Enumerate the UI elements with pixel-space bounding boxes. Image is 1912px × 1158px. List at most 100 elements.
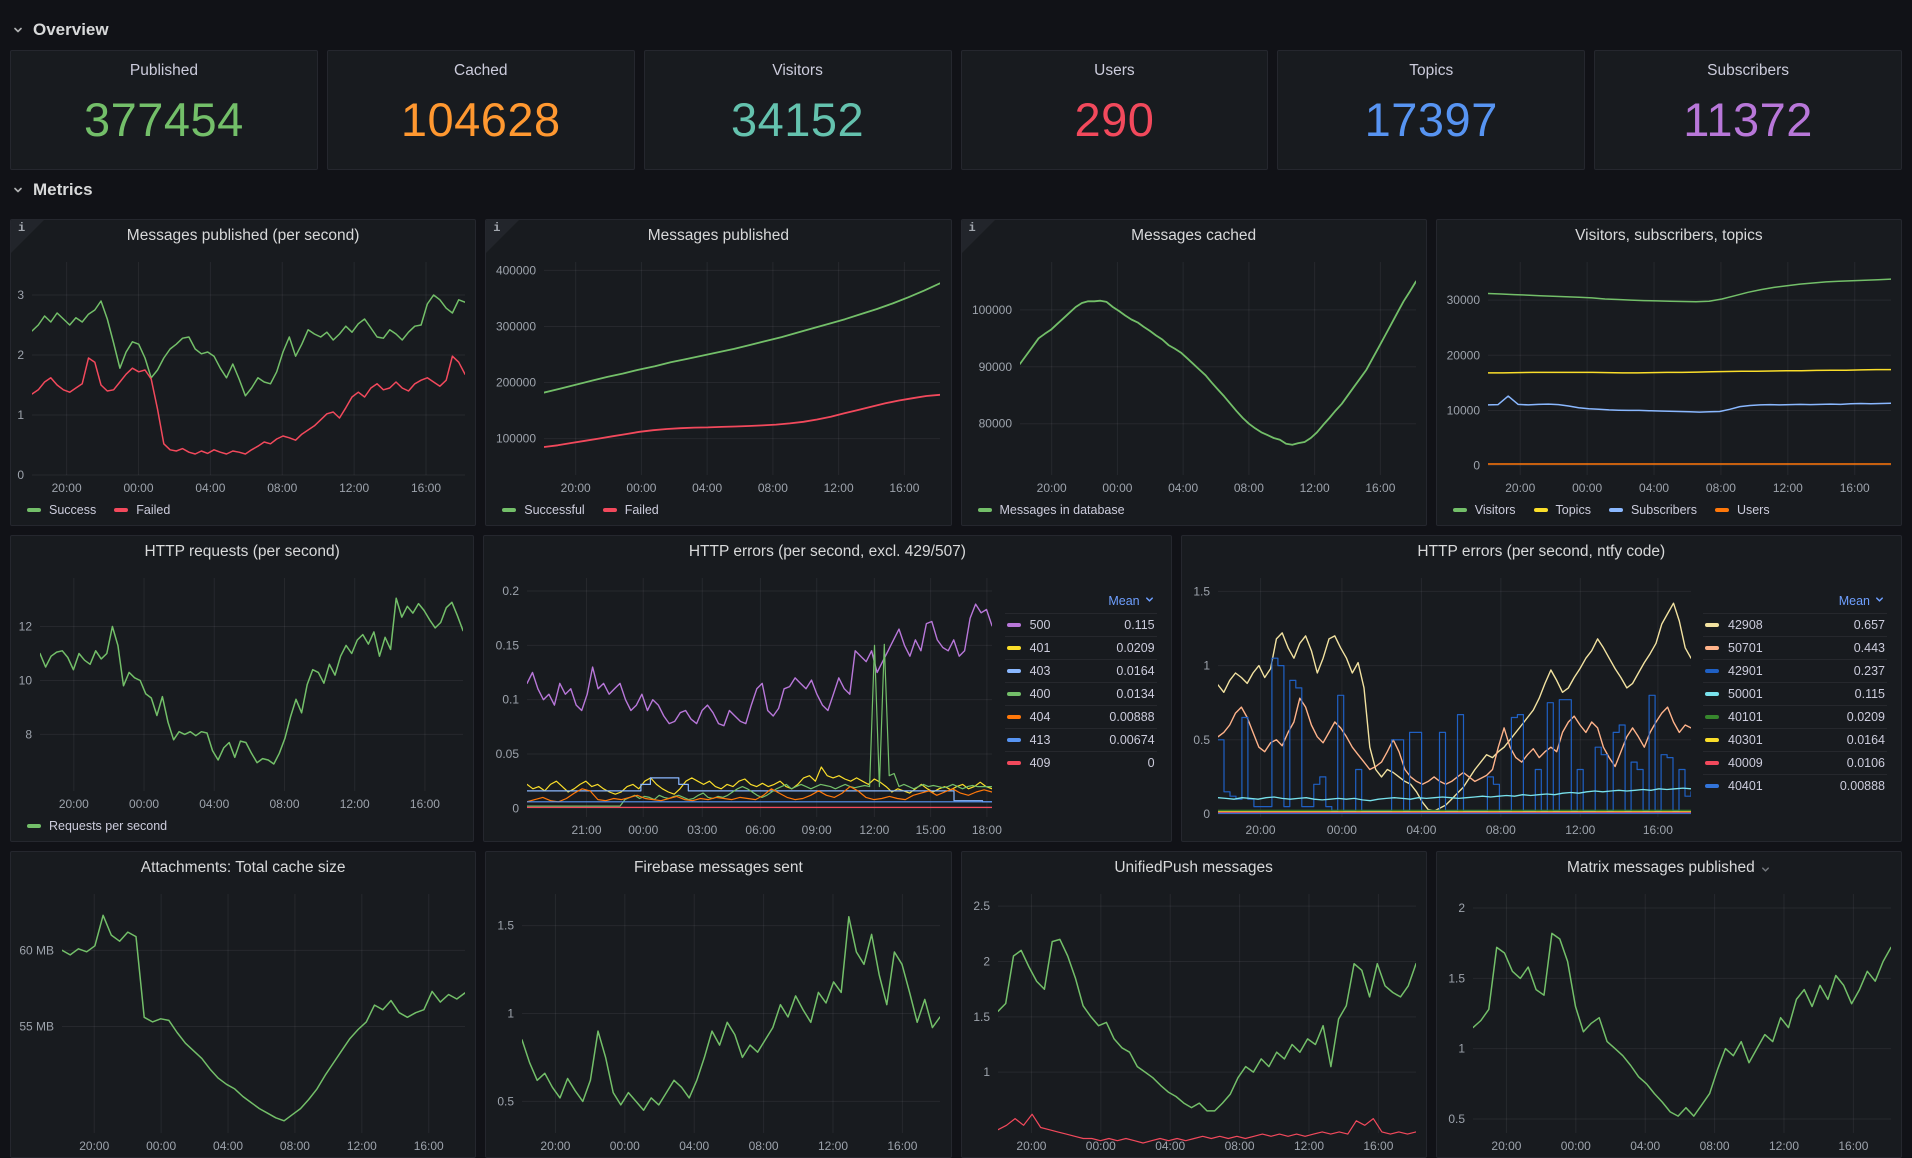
- series-label: 42908: [1728, 618, 1763, 632]
- legend-table-row-401[interactable]: 401 0.0209: [1004, 636, 1157, 659]
- legend-table-row-42908[interactable]: 42908 0.657: [1703, 613, 1887, 636]
- legend-item-success[interactable]: Success: [27, 503, 96, 517]
- legend-table-sort-mean[interactable]: Mean: [1703, 592, 1887, 613]
- legend-item-requests-per-second[interactable]: Requests per second: [27, 819, 167, 833]
- legend-table-row-403[interactable]: 403 0.0164: [1004, 659, 1157, 682]
- panel-info-icon[interactable]: i: [11, 220, 44, 253]
- panel-title-firebase-sent[interactable]: Firebase messages sent: [486, 852, 950, 884]
- chart-canvas-msgs-published-rate[interactable]: 0 1 2 3 20:00 00:00 04:00 08:00 12:00 16:00: [11, 252, 475, 499]
- series-swatch: [977, 507, 992, 512]
- panel-title-http-requests[interactable]: HTTP requests (per second): [11, 536, 473, 568]
- series-line-400: [527, 643, 993, 807]
- legend-table-row-50001[interactable]: 50001 0.115: [1703, 682, 1887, 705]
- svg-text:0.5: 0.5: [1193, 733, 1210, 747]
- chart-canvas-http-errors-excl[interactable]: 0 0.05 0.1 0.15 0.2 21:00 00:00 03:00 06:00 09:00…: [484, 568, 1002, 841]
- panel-title-msgs-published-rate[interactable]: Messages published (per second): [11, 220, 475, 252]
- series-label: 40009: [1728, 756, 1763, 770]
- svg-text:20:00: 20:00: [541, 1139, 571, 1153]
- chart-canvas-firebase-sent[interactable]: 0.5 1 1.5 20:00 00:00 04:00 08:00 12:00 16:00: [486, 884, 950, 1157]
- legend-item-visitors[interactable]: Visitors: [1452, 503, 1516, 517]
- chart-matrix-published[interactable]: 0.5 1 1.5 2 20:00 00:00 04:00 08:00 12:00 16:00: [1437, 884, 1901, 1157]
- svg-text:0.05: 0.05: [496, 747, 520, 761]
- legend-item-topics[interactable]: Topics: [1533, 503, 1591, 517]
- chevron-down-icon: [1760, 864, 1771, 875]
- panel-title-text: Messages published: [647, 227, 790, 244]
- chart-msgs-cached[interactable]: 80000 90000 100000 20:00 00:00 04:00 08:00 12:0…: [962, 252, 1426, 499]
- panel-title-http-errors-excl[interactable]: HTTP errors (per second, excl. 429/507): [484, 536, 1170, 568]
- legend-table-row-42901[interactable]: 42901 0.237: [1703, 659, 1887, 682]
- chart-msgs-published-rate[interactable]: 0 1 2 3 20:00 00:00 04:00 08:00 12:00 16:00: [11, 252, 475, 499]
- svg-text:21:00: 21:00: [572, 823, 602, 837]
- svg-text:1: 1: [1458, 1042, 1465, 1056]
- legend-item-successful[interactable]: Successful: [502, 503, 585, 517]
- svg-text:00:00: 00:00: [129, 797, 159, 811]
- section-header-metrics[interactable]: Metrics: [10, 170, 1902, 210]
- panel-title-http-errors-ntfy[interactable]: HTTP errors (per second, ntfy code): [1182, 536, 1901, 568]
- series-swatch: [114, 507, 129, 512]
- legend-table-row-40101[interactable]: 40101 0.0209: [1703, 705, 1887, 728]
- svg-text:1.5: 1.5: [1193, 584, 1210, 598]
- legend-table-row-40009[interactable]: 40009 0.0106: [1703, 751, 1887, 774]
- chart-canvas-msgs-published-total[interactable]: 100000 200000 300000 400000 20:00 00:00 04:00 0…: [486, 252, 950, 499]
- chart-http-errors-ntfy[interactable]: 0 0.5 1 1.5 20:00 00:00 04:00 08:00 12:00 16:00: [1182, 568, 1701, 841]
- legend-item-failed[interactable]: Failed: [602, 503, 659, 517]
- svg-text:03:00: 03:00: [688, 823, 718, 837]
- legend-table-row-400[interactable]: 400 0.0134: [1004, 682, 1157, 705]
- svg-text:0.5: 0.5: [498, 1094, 515, 1108]
- chart-canvas-msgs-cached[interactable]: 80000 90000 100000 20:00 00:00 04:00 08:00 12:0…: [962, 252, 1426, 499]
- panel-unifiedpush: UnifiedPush messages 1 1.5 2 2.5 20:00 00:00 04…: [960, 851, 1427, 1158]
- svg-text:200000: 200000: [496, 376, 536, 390]
- legend-table-row-50701[interactable]: 50701 0.443: [1703, 636, 1887, 659]
- chart-visitors-subs-topics[interactable]: 0 10000 20000 30000 20:00 00:00 04:00 08:00 12:0…: [1437, 252, 1901, 499]
- stat-value: 17397: [1364, 93, 1498, 146]
- svg-text:16:00: 16:00: [414, 1139, 444, 1153]
- panel-title-msgs-published-total[interactable]: Messages published: [486, 220, 950, 252]
- panel-info-icon[interactable]: i: [961, 220, 995, 253]
- svg-text:04:00: 04:00: [199, 797, 229, 811]
- chart-attachments-cache[interactable]: 55 MB 60 MB 20:00 00:00 04:00 08:00 12:00 16:00: [11, 884, 475, 1157]
- panel-title-matrix-published[interactable]: Matrix messages published: [1437, 852, 1901, 884]
- legend-item-users[interactable]: Users: [1714, 503, 1770, 517]
- section-header-overview[interactable]: Overview: [10, 10, 1902, 50]
- legend-table-row-40401[interactable]: 40401 0.00888: [1703, 774, 1887, 797]
- series-swatch: [1705, 715, 1719, 719]
- series-label: 500: [1029, 618, 1051, 632]
- chart-canvas-http-requests[interactable]: 8 10 12 20:00 00:00 04:00 08:00 12:00 16:00: [11, 568, 473, 815]
- panel-info-icon[interactable]: i: [486, 220, 520, 253]
- legend-table-row-40301[interactable]: 40301 0.0164: [1703, 728, 1887, 751]
- legend-table-row-404[interactable]: 404 0.00888: [1004, 705, 1157, 728]
- chart-firebase-sent[interactable]: 0.5 1 1.5 20:00 00:00 04:00 08:00 12:00 16:00: [486, 884, 950, 1157]
- legend-table-sort-mean[interactable]: Mean: [1005, 592, 1157, 613]
- svg-text:04:00: 04:00: [1406, 823, 1436, 837]
- chart-http-errors-excl[interactable]: 0 0.05 0.1 0.15 0.2 21:00 00:00 03:00 06:00 09:00…: [484, 568, 1002, 841]
- legend-item-subscribers[interactable]: Subscribers: [1608, 503, 1697, 517]
- panel-body: 80000 90000 100000 20:00 00:00 04:00 08:00 12:0…: [962, 252, 1426, 499]
- legend-table-row-413[interactable]: 413 0.00674: [1004, 728, 1157, 751]
- panel-body: 0 0.05 0.1 0.15 0.2 21:00 00:00 03:00 06:00 09:00…: [484, 568, 1170, 841]
- panel-title-msgs-cached[interactable]: Messages cached: [962, 220, 1426, 252]
- chart-canvas-attachments-cache[interactable]: 55 MB 60 MB 20:00 00:00 04:00 08:00 12:00 16:00: [11, 884, 475, 1157]
- chart-http-requests[interactable]: 8 10 12 20:00 00:00 04:00 08:00 12:00 16:00: [11, 568, 473, 815]
- svg-text:15:00: 15:00: [916, 823, 946, 837]
- chart-canvas-http-errors-ntfy[interactable]: 0 0.5 1 1.5 20:00 00:00 04:00 08:00 12:00 16:00: [1182, 568, 1701, 841]
- chart-canvas-visitors-subs-topics[interactable]: 0 10000 20000 30000 20:00 00:00 04:00 08:00 12:0…: [1437, 252, 1901, 499]
- series-mean-value: 0.115: [1124, 618, 1155, 632]
- svg-text:16:00: 16:00: [410, 797, 440, 811]
- series-line-firebase-messages-sent: [522, 916, 941, 1111]
- series-line-messages-in-database: [1019, 280, 1416, 446]
- panel-title-unifiedpush[interactable]: UnifiedPush messages: [962, 852, 1426, 884]
- chart-canvas-unifiedpush[interactable]: 11.522.520:00 00:00 04:00 08:00 12:00 16:00: [962, 884, 1426, 1157]
- svg-text:12:00: 12:00: [1769, 1139, 1799, 1153]
- chart-unifiedpush[interactable]: 1 1.5 2 2.5 20:00 00:00 04:00 08:00 12:00 16:00: [962, 884, 1426, 1157]
- legend-table-row-409[interactable]: 409 0: [1004, 751, 1157, 774]
- legend-table-row-500[interactable]: 500 0.115: [1004, 613, 1157, 636]
- panel-title-attachments-cache[interactable]: Attachments: Total cache size: [11, 852, 475, 884]
- legend-item-messages-in-database[interactable]: Messages in database: [977, 503, 1125, 517]
- svg-text:00:00: 00:00: [1572, 481, 1602, 495]
- legend-item-failed[interactable]: Failed: [114, 503, 170, 517]
- chart-canvas-matrix-published[interactable]: 0.5 1 1.5 2 20:00 00:00 04:00 08:00 12:00 16:00: [1437, 884, 1901, 1157]
- panel-title-visitors-subs-topics[interactable]: Visitors, subscribers, topics: [1437, 220, 1901, 252]
- svg-text:20000: 20000: [1446, 348, 1480, 362]
- chart-msgs-published-total[interactable]: 100000 200000 300000 400000 20:00 00:00 04:00 0…: [486, 252, 950, 499]
- svg-text:55 MB: 55 MB: [19, 1019, 54, 1033]
